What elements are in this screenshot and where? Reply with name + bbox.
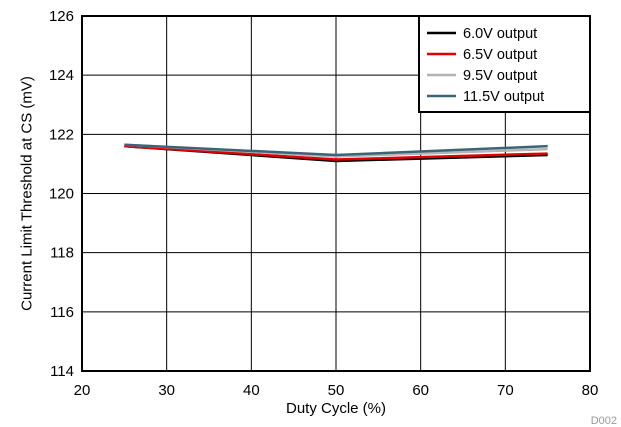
legend-label: 9.5V output <box>463 68 537 84</box>
x-axis-ticks: 20 30 40 50 60 70 80 <box>74 382 599 399</box>
legend-label: 11.5V output <box>463 89 544 105</box>
y-tick-label: 120 <box>49 186 74 203</box>
legend: 6.0V output 6.5V output 9.5V output 11.5V o… <box>418 15 591 113</box>
x-tick-label: 20 <box>74 382 91 399</box>
y-tick-label: 124 <box>49 67 74 84</box>
legend-label: 6.0V output <box>463 26 537 42</box>
y-tick-label: 122 <box>49 126 74 143</box>
y-tick-label: 118 <box>50 245 74 262</box>
x-axis-title: Duty Cycle (%) <box>286 400 386 417</box>
legend-label: 6.5V output <box>463 47 537 63</box>
x-tick-label: 80 <box>582 382 599 399</box>
y-tick-label: 126 <box>49 8 74 25</box>
y-axis-title: Current Limit Threshold at CS (mV) <box>18 76 35 311</box>
x-tick-label: 50 <box>328 382 345 399</box>
y-axis-ticks: 114 116 118 120 122 124 126 <box>49 8 74 380</box>
series-line-6-5v-output <box>124 144 548 161</box>
x-tick-label: 70 <box>497 382 514 399</box>
x-tick-label: 40 <box>243 382 260 399</box>
series-line-11-5v-output <box>124 143 548 157</box>
x-tick-label: 30 <box>158 382 175 399</box>
y-tick-label: 114 <box>50 363 74 380</box>
y-tick-label: 116 <box>50 304 74 321</box>
figure-id-label: D002 <box>591 415 617 427</box>
x-tick-label: 60 <box>412 382 429 399</box>
series-lines <box>124 143 548 163</box>
plot-frame <box>81 15 591 372</box>
